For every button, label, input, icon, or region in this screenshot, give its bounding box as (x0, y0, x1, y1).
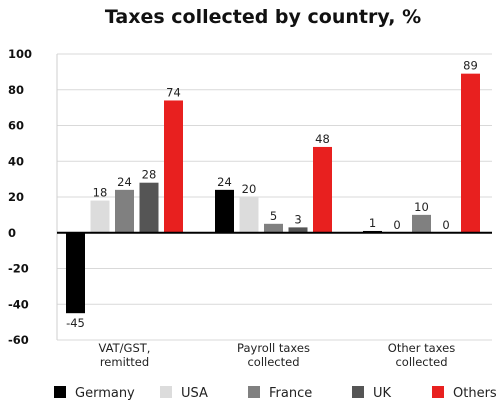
data-label: 20 (242, 182, 257, 196)
legend-label: Germany (75, 386, 135, 401)
bar (164, 100, 183, 233)
category-label: collected (395, 355, 447, 369)
data-label: 28 (142, 168, 157, 182)
data-label: 18 (93, 186, 108, 200)
legend-label: USA (181, 386, 208, 401)
legend-swatch (54, 386, 66, 398)
data-label: 5 (270, 209, 277, 223)
bar (264, 223, 283, 233)
legend-swatch (432, 386, 444, 398)
data-label: 0 (393, 218, 400, 232)
data-label: 10 (414, 200, 429, 214)
y-tick-label: 40 (8, 154, 24, 168)
category-label: Payroll taxes (237, 341, 310, 355)
y-tick-label: 20 (8, 190, 24, 204)
data-label: 3 (294, 212, 301, 226)
bar (90, 200, 110, 233)
legend-swatch (352, 386, 364, 398)
bar (139, 182, 159, 233)
bar (239, 197, 259, 233)
y-tick-label: 0 (8, 226, 16, 240)
legend-label: Others (453, 386, 497, 401)
bar (215, 189, 234, 233)
data-label: -45 (66, 316, 85, 330)
y-tick-label: 80 (8, 83, 24, 97)
y-tick-label: -20 (8, 262, 29, 276)
data-label: 24 (217, 175, 232, 189)
y-tick-label: -60 (8, 333, 29, 347)
data-label: 89 (463, 59, 478, 73)
legend-label: France (269, 386, 312, 401)
y-tick-label: 60 (8, 119, 24, 133)
category-label: VAT/GST, (99, 341, 151, 355)
bar (412, 214, 431, 233)
chart-title: Taxes collected by country, % (104, 6, 422, 28)
data-label: 0 (442, 218, 449, 232)
y-tick-label: 100 (8, 47, 32, 61)
data-label: 1 (369, 216, 376, 230)
category-label: remitted (100, 355, 149, 369)
legend-swatch (248, 386, 260, 398)
legend-label: UK (373, 386, 392, 401)
bar (313, 146, 332, 233)
category-label: collected (247, 355, 299, 369)
data-label: 48 (315, 132, 330, 146)
bar (115, 189, 134, 233)
data-label: 24 (117, 175, 132, 189)
legend-swatch (160, 386, 172, 398)
bar (461, 73, 480, 233)
data-label: 74 (166, 85, 181, 99)
category-label: Other taxes (388, 341, 455, 355)
bar (288, 227, 308, 233)
bar (66, 232, 85, 314)
y-tick-label: -40 (8, 297, 29, 311)
